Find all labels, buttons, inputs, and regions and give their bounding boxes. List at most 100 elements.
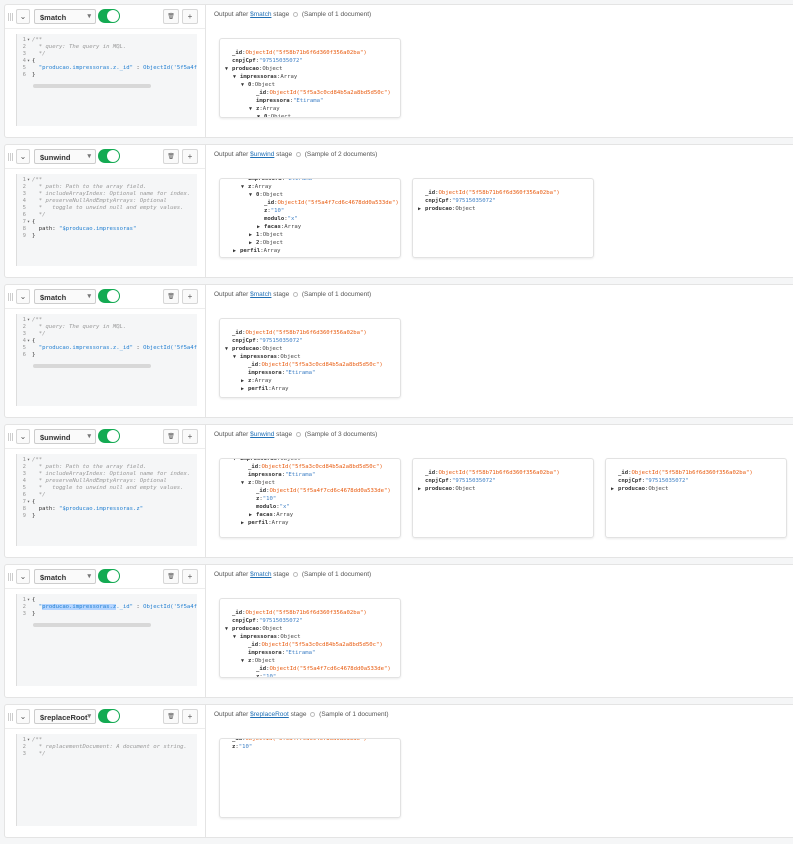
stage-enabled-toggle[interactable] [98, 149, 120, 163]
stage-operator-select[interactable]: $match ▾ [34, 569, 96, 584]
delete-stage-button[interactable]: 🗑 [163, 149, 179, 164]
stage-enabled-toggle[interactable] [98, 289, 120, 303]
info-icon[interactable] [293, 571, 298, 577]
document-card[interactable]: impressora:"Etirama" ▼ z:Array ▼ 0:Object _id… [219, 178, 401, 258]
expanded-caret-icon[interactable]: ▼ [241, 658, 245, 664]
operator-docs-link[interactable]: $match [250, 571, 272, 578]
fold-toggle-icon[interactable]: ▾ [27, 58, 31, 64]
stage-code-editor[interactable]: 1 ▾/** 2 * query: The query in MQL. 3 */4 ▾{… [16, 34, 197, 126]
expanded-caret-icon[interactable]: ▼ [233, 74, 237, 80]
collapse-stage-button[interactable]: ⌄ [16, 709, 30, 724]
collapsed-caret-icon[interactable]: ▶ [611, 486, 615, 492]
stage-code-editor[interactable]: 1 ▾{2 "producao.impressoras.z._id" : Obje… [16, 594, 197, 686]
collapse-stage-button[interactable]: ⌄ [16, 289, 30, 304]
operator-docs-link[interactable]: $unwind [250, 431, 275, 438]
drag-handle-icon[interactable] [8, 433, 14, 441]
fold-toggle-icon[interactable]: ▾ [27, 499, 31, 505]
fold-toggle-icon[interactable]: ▾ [27, 737, 31, 743]
operator-docs-link[interactable]: $unwind [250, 151, 275, 158]
collapsed-caret-icon[interactable]: ▶ [233, 248, 237, 254]
expanded-caret-icon[interactable]: ▼ [233, 458, 237, 462]
operator-docs-link[interactable]: $replaceRoot [250, 711, 289, 718]
stage-code-editor[interactable]: 1 ▾/** 2 * path: Path to the array field. 3… [16, 454, 197, 546]
document-card[interactable]: _id:ObjectId("5f5a4f7cd6c4678dd0a533de")… [219, 738, 401, 818]
collapse-stage-button[interactable]: ⌄ [16, 569, 30, 584]
delete-stage-button[interactable]: 🗑 [163, 569, 179, 584]
collapsed-caret-icon[interactable]: ▶ [249, 232, 253, 238]
stage-enabled-toggle[interactable] [98, 9, 120, 23]
add-stage-button[interactable]: + [182, 709, 198, 724]
delete-stage-button[interactable]: 🗑 [163, 289, 179, 304]
operator-docs-link[interactable]: $match [250, 11, 272, 18]
stage-operator-select[interactable]: $match ▾ [34, 289, 96, 304]
info-icon[interactable] [293, 11, 298, 17]
collapsed-caret-icon[interactable]: ▶ [249, 240, 253, 246]
stage-enabled-toggle[interactable] [98, 709, 120, 723]
operator-docs-link[interactable]: $match [250, 291, 272, 298]
stage-enabled-toggle[interactable] [98, 429, 120, 443]
collapse-stage-button[interactable]: ⌄ [16, 149, 30, 164]
add-stage-button[interactable]: + [182, 149, 198, 164]
document-card[interactable]: _id:ObjectId("5f58b71b6f6d360f356a02ba")… [412, 458, 594, 538]
drag-handle-icon[interactable] [8, 153, 14, 161]
delete-stage-button[interactable]: 🗑 [163, 709, 179, 724]
document-card[interactable]: _id:ObjectId("5f58b71b6f6d360f356a02ba")… [412, 178, 594, 258]
expanded-caret-icon[interactable]: ▼ [233, 634, 237, 640]
collapse-stage-button[interactable]: ⌄ [16, 9, 30, 24]
stage-code-editor[interactable]: 1 ▾/** 2 * query: The query in MQL. 3 */4 ▾{… [16, 314, 197, 406]
editor-horizontal-scrollbar[interactable] [33, 84, 151, 88]
fold-toggle-icon[interactable]: ▾ [27, 219, 31, 225]
editor-horizontal-scrollbar[interactable] [33, 364, 151, 368]
collapsed-caret-icon[interactable]: ▶ [257, 224, 261, 230]
add-stage-button[interactable]: + [182, 429, 198, 444]
collapsed-caret-icon[interactable]: ▶ [249, 512, 253, 518]
delete-stage-button[interactable]: 🗑 [163, 9, 179, 24]
collapsed-caret-icon[interactable]: ▶ [241, 386, 245, 392]
editor-horizontal-scrollbar[interactable] [33, 623, 151, 627]
fold-toggle-icon[interactable]: ▾ [27, 37, 31, 43]
expanded-caret-icon[interactable]: ▼ [225, 66, 229, 72]
document-card[interactable]: _id:ObjectId("5f58b71b6f6d360f356a02ba")… [219, 38, 401, 118]
expanded-caret-icon[interactable]: ▼ [225, 626, 229, 632]
expanded-caret-icon[interactable]: ▼ [241, 184, 245, 190]
delete-stage-button[interactable]: 🗑 [163, 429, 179, 444]
fold-toggle-icon[interactable]: ▾ [27, 338, 31, 344]
fold-toggle-icon[interactable]: ▾ [27, 177, 31, 183]
add-stage-button[interactable]: + [182, 289, 198, 304]
drag-handle-icon[interactable] [8, 573, 14, 581]
drag-handle-icon[interactable] [8, 293, 14, 301]
add-stage-button[interactable]: + [182, 9, 198, 24]
info-icon[interactable] [310, 711, 316, 717]
expanded-caret-icon[interactable]: ▼ [249, 106, 253, 112]
collapsed-caret-icon[interactable]: ▶ [241, 520, 245, 526]
expanded-caret-icon[interactable]: ▼ [257, 114, 261, 118]
stage-code-editor[interactable]: 1 ▾/** 2 * replacementDocument: A document… [16, 734, 197, 826]
collapsed-caret-icon[interactable]: ▶ [241, 378, 245, 384]
info-icon[interactable] [293, 291, 298, 297]
collapse-stage-button[interactable]: ⌄ [16, 429, 30, 444]
info-icon[interactable] [295, 151, 301, 157]
fold-toggle-icon[interactable]: ▾ [27, 317, 31, 323]
fold-toggle-icon[interactable]: ▾ [27, 457, 31, 463]
fold-toggle-icon[interactable]: ▾ [27, 597, 31, 603]
stage-operator-select[interactable]: $match ▾ [34, 9, 96, 24]
expanded-caret-icon[interactable]: ▼ [241, 480, 245, 486]
document-card[interactable]: _id:ObjectId("5f58b71b6f6d360f356a02ba")… [219, 598, 401, 678]
expanded-caret-icon[interactable]: ▼ [249, 192, 253, 198]
add-stage-button[interactable]: + [182, 569, 198, 584]
stage-code-editor[interactable]: 1 ▾/** 2 * path: Path to the array field. 3… [16, 174, 197, 266]
expanded-caret-icon[interactable]: ▼ [233, 354, 237, 360]
collapsed-caret-icon[interactable]: ▶ [418, 206, 422, 212]
document-card[interactable]: _id:ObjectId("5f58b71b6f6d360f356a02ba")… [605, 458, 787, 538]
document-card[interactable]: _id:ObjectId("5f58b71b6f6d360f356a02ba")… [219, 318, 401, 398]
drag-handle-icon[interactable] [8, 713, 14, 721]
stage-operator-select[interactable]: $unwind ▾ [34, 429, 96, 444]
stage-operator-select[interactable]: $replaceRoot ▾ [34, 709, 96, 724]
expanded-caret-icon[interactable]: ▼ [241, 82, 245, 88]
collapsed-caret-icon[interactable]: ▶ [418, 486, 422, 492]
info-icon[interactable] [295, 431, 301, 437]
stage-enabled-toggle[interactable] [98, 569, 120, 583]
drag-handle-icon[interactable] [8, 13, 14, 21]
expanded-caret-icon[interactable]: ▼ [225, 346, 229, 352]
stage-operator-select[interactable]: $unwind ▾ [34, 149, 96, 164]
